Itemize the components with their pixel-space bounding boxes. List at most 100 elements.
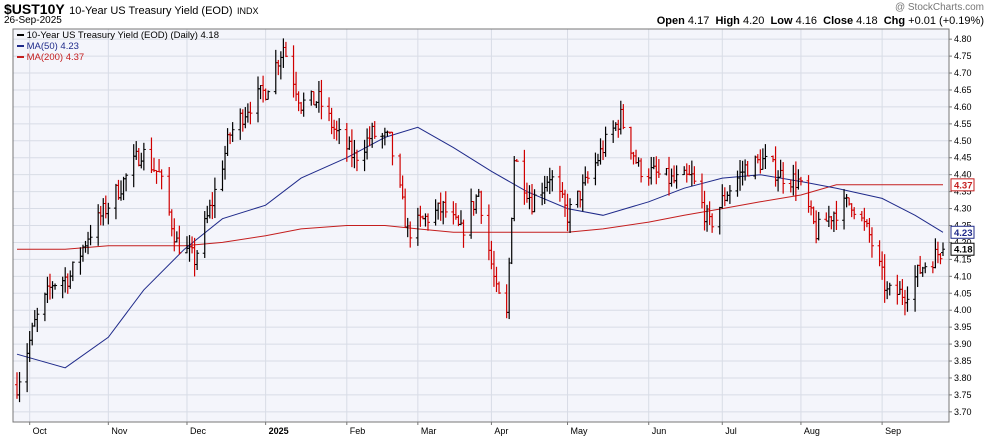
legend-ma50-label: MA(50) 4.23 [26, 41, 79, 52]
legend-ma200-swatch [17, 56, 24, 59]
y-tick-label: 3.70 [954, 407, 972, 417]
ohlc-bar [354, 149, 359, 172]
y-tick-label: 4.25 [954, 221, 972, 231]
ohlc-bar [177, 225, 182, 255]
x-tick-label: Jul [725, 426, 737, 436]
ohlc-bar [745, 161, 750, 177]
y-tick-label: 3.90 [954, 339, 972, 349]
watermark: @ StockCharts.com [894, 2, 984, 13]
ohlc-bar [905, 286, 910, 312]
ohlc-bar [159, 169, 164, 190]
ohlc-bar [372, 121, 377, 139]
ohlc-bar [674, 165, 679, 189]
ohlc-bar [798, 176, 803, 186]
ohlc-bar [479, 190, 484, 224]
ohlc-bar [212, 177, 217, 219]
ohlc-bar [834, 200, 839, 231]
ohlc-bar [497, 281, 502, 294]
ma200-last-tag-box [950, 178, 975, 192]
instrument-name: 10-Year US Treasury Yield (EOD) [69, 5, 233, 17]
ohlc-bar [53, 283, 58, 290]
price-bars [15, 38, 945, 403]
ohlc-bar [17, 372, 22, 403]
chg-value: +0.01 (+0.19%) [908, 15, 984, 27]
symbol: $UST10Y [4, 1, 65, 17]
ohlc-bar [763, 144, 768, 170]
ma50-last-tag-text: 4.23 [954, 228, 973, 239]
x-tick-label: May [571, 426, 589, 436]
y-tick-label: 4.65 [954, 85, 972, 95]
ohlc-bar [621, 104, 626, 130]
chart-title: $UST10Y 10-Year US Treasury Yield (EOD) … [4, 1, 259, 19]
legend-price: 10-Year US Treasury Yield (EOD) (Daily) … [17, 30, 219, 41]
last-value-tags: 4.37 4.23 4.18 [950, 178, 975, 256]
y-tick-label: 4.45 [954, 153, 972, 163]
ohlc-bar [852, 207, 857, 220]
ohlc-bar [88, 224, 93, 246]
ohlc-bar [692, 166, 697, 185]
ohlc-bar [319, 79, 324, 120]
close-last-tag-box [950, 242, 975, 256]
y-tick-label: 4.70 [954, 68, 972, 78]
x-tick-label: Feb [350, 426, 366, 436]
close-label: Close [823, 15, 854, 27]
high-label: High [715, 15, 740, 27]
y-tick-label: 4.80 [954, 34, 972, 44]
ohlc-bar [337, 118, 342, 145]
ohlc-bar [656, 159, 661, 178]
ohlc-bar [710, 213, 715, 233]
high-value: 4.20 [742, 15, 765, 27]
y-tick-label: 4.60 [954, 102, 972, 112]
x-axis: Oct Nov Dec 2025 Feb Mar Apr May Jun Jul Aug Sep [29, 422, 901, 436]
x-tick-label: Nov [111, 426, 128, 436]
ohlc-bar [283, 41, 288, 58]
ma200-line [17, 184, 943, 250]
ohlc-bar [887, 282, 892, 296]
y-tick-label: 4.15 [954, 254, 972, 264]
ohlc-bar [461, 219, 466, 248]
ohlc-bar [816, 211, 821, 241]
ohlc-bar [266, 90, 271, 100]
y-tick-label: 4.00 [954, 305, 972, 315]
y-tick-label: 3.75 [954, 390, 972, 400]
chg-label: Chg [883, 15, 906, 27]
ohlc-bar [514, 159, 519, 162]
chart-date: 26-Sep-2025 [4, 15, 62, 26]
x-tick-label: Apr [494, 426, 508, 436]
open-label: Open [656, 15, 685, 27]
ohlc-bar [585, 171, 590, 184]
ohlc-bar [727, 185, 732, 204]
x-tick-label: Aug [804, 426, 820, 436]
ohlc-bar [869, 227, 874, 258]
y-tick-label: 4.40 [954, 170, 972, 180]
ohlc-bar [425, 213, 430, 231]
y-tick-label: 4.10 [954, 271, 972, 281]
ohlc-bar [781, 162, 786, 194]
legend-price-label: 10-Year US Treasury Yield (EOD) (Daily) … [26, 30, 220, 41]
exchange: INDX [237, 6, 259, 16]
legend-ma200: MA(200) 4.37 [17, 52, 84, 63]
close-value: 4.18 [856, 15, 878, 27]
y-tick-label: 4.75 [954, 51, 972, 61]
x-tick-label: Sep [885, 426, 901, 436]
ohlc-bar [106, 202, 111, 225]
ohlc-bar [248, 101, 253, 125]
open-value: 4.17 [687, 15, 710, 27]
grid [13, 29, 949, 422]
legend-ma50: MA(50) 4.23 [17, 41, 79, 52]
ohlc-bar [941, 242, 945, 256]
x-tick-label: 2025 [269, 426, 289, 436]
y-tick-label: 4.05 [954, 288, 972, 298]
ohlc-bar [550, 170, 555, 192]
low-value: 4.16 [795, 15, 817, 27]
ma200-layer [17, 184, 943, 250]
y-tick-label: 3.95 [954, 322, 972, 332]
y-tick-label: 3.80 [954, 373, 972, 383]
ma50-last-tag-box [950, 225, 975, 239]
ohlc-bar [301, 92, 306, 117]
y-tick-label: 3.85 [954, 356, 972, 366]
ohlc-bar [390, 131, 395, 166]
ohlc-bar [639, 158, 644, 183]
ohlc-bar [195, 250, 200, 270]
ohlc-bar [923, 262, 928, 274]
